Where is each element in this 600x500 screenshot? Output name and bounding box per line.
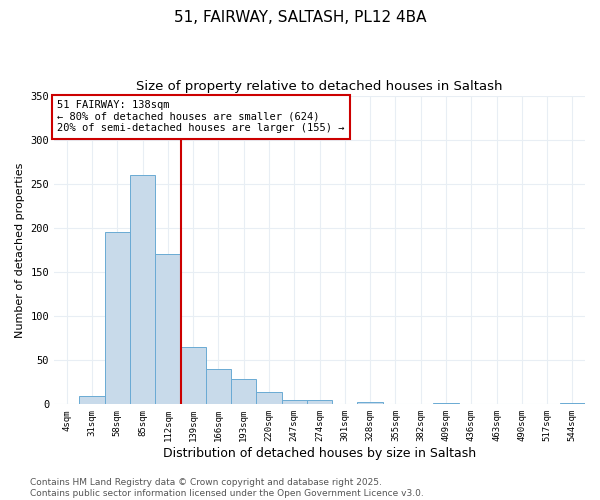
Y-axis label: Number of detached properties: Number of detached properties xyxy=(15,162,25,338)
Bar xyxy=(155,254,181,404)
Bar xyxy=(281,400,307,404)
Bar xyxy=(358,402,383,404)
Text: Contains HM Land Registry data © Crown copyright and database right 2025.
Contai: Contains HM Land Registry data © Crown c… xyxy=(30,478,424,498)
Bar xyxy=(307,400,332,404)
X-axis label: Distribution of detached houses by size in Saltash: Distribution of detached houses by size … xyxy=(163,447,476,460)
Bar xyxy=(181,347,206,405)
Bar xyxy=(130,175,155,404)
Bar xyxy=(433,402,458,404)
Bar xyxy=(560,402,585,404)
Bar xyxy=(206,369,231,404)
Bar xyxy=(231,378,256,404)
Bar xyxy=(105,232,130,404)
Text: 51, FAIRWAY, SALTASH, PL12 4BA: 51, FAIRWAY, SALTASH, PL12 4BA xyxy=(174,10,426,25)
Bar xyxy=(79,396,105,404)
Bar xyxy=(256,392,281,404)
Text: 51 FAIRWAY: 138sqm
← 80% of detached houses are smaller (624)
20% of semi-detach: 51 FAIRWAY: 138sqm ← 80% of detached hou… xyxy=(57,100,344,134)
Title: Size of property relative to detached houses in Saltash: Size of property relative to detached ho… xyxy=(136,80,503,93)
